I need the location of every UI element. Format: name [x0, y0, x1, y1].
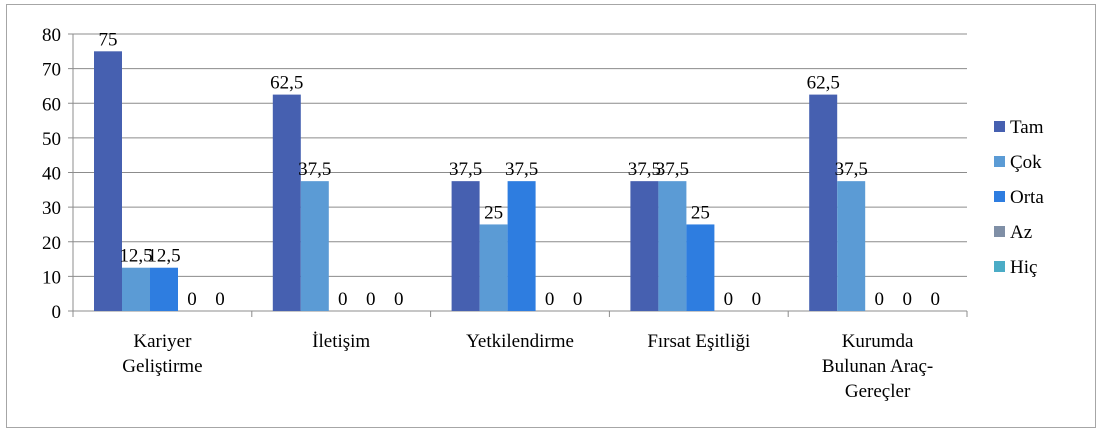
data-label: 0 [724, 289, 734, 310]
legend-label: Tam [1010, 117, 1044, 138]
x-tick-label: Kurumda [842, 331, 914, 352]
y-tick-label: 30 [42, 198, 61, 219]
data-label: 62,5 [807, 73, 840, 94]
x-tick-label: Geliştirme [122, 356, 202, 377]
data-label: 0 [187, 289, 197, 310]
data-label: 37,5 [835, 159, 868, 180]
x-tick-label: Bulunan Araç- [822, 356, 933, 377]
bar [150, 267, 178, 311]
data-label: 0 [215, 289, 225, 310]
bar [300, 181, 329, 311]
bar [630, 181, 659, 311]
bar [809, 94, 838, 311]
data-label: 37,5 [298, 159, 331, 180]
bar [507, 181, 536, 311]
data-label: 37,5 [656, 159, 689, 180]
data-label: 62,5 [270, 73, 303, 94]
bar [686, 224, 715, 311]
data-label: 0 [874, 289, 884, 310]
legend-swatch [994, 261, 1005, 272]
data-label: 37,5 [628, 159, 661, 180]
bar [94, 51, 122, 311]
y-tick-label: 0 [52, 302, 62, 323]
legend-label: Az [1010, 222, 1032, 243]
bar [479, 224, 508, 311]
bar [451, 181, 480, 311]
x-tick-label: Yetkilendirme [466, 331, 574, 352]
data-label: 0 [338, 289, 348, 310]
data-label: 0 [930, 289, 940, 310]
data-label: 12,5 [119, 246, 152, 267]
x-tick-label: İletişim [312, 331, 370, 352]
data-label: 75 [99, 29, 118, 50]
y-tick-label: 40 [42, 164, 61, 185]
data-label: 12,5 [147, 246, 180, 267]
data-label: 0 [545, 289, 555, 310]
data-label: 0 [366, 289, 376, 310]
chart-frame: 0 10 20 30 40 50 60 70 80 75 12,5 12,5 0 0 Kariyer Geli… [6, 4, 1096, 428]
bar [658, 181, 687, 311]
data-label: 25 [691, 202, 710, 223]
y-tick-label: 50 [42, 129, 61, 150]
legend-swatch [994, 156, 1005, 167]
data-label: 0 [902, 289, 912, 310]
bar [837, 181, 866, 311]
bar [272, 94, 301, 311]
y-tick-label: 80 [42, 25, 61, 46]
legend-swatch [994, 226, 1005, 237]
legend-label: Çok [1010, 152, 1042, 173]
data-label: 0 [394, 289, 404, 310]
y-tick-label: 20 [42, 233, 61, 254]
y-tick-label: 70 [42, 60, 61, 81]
y-tick-label: 60 [42, 94, 61, 115]
legend-label: Hiç [1010, 257, 1037, 278]
data-label: 37,5 [505, 159, 538, 180]
data-label: 25 [484, 202, 503, 223]
legend-swatch [994, 121, 1005, 132]
data-label: 0 [573, 289, 583, 310]
legend-label: Orta [1010, 187, 1044, 208]
legend-swatch [994, 191, 1005, 202]
data-label: 37,5 [449, 159, 482, 180]
y-tick-label: 10 [42, 267, 61, 288]
x-tick-label: Kariyer [133, 331, 192, 352]
x-tick-label: Gereçler [845, 381, 911, 402]
data-label: 0 [752, 289, 762, 310]
bar [122, 267, 150, 311]
x-tick-label: Fırsat Eşitliği [647, 331, 750, 352]
